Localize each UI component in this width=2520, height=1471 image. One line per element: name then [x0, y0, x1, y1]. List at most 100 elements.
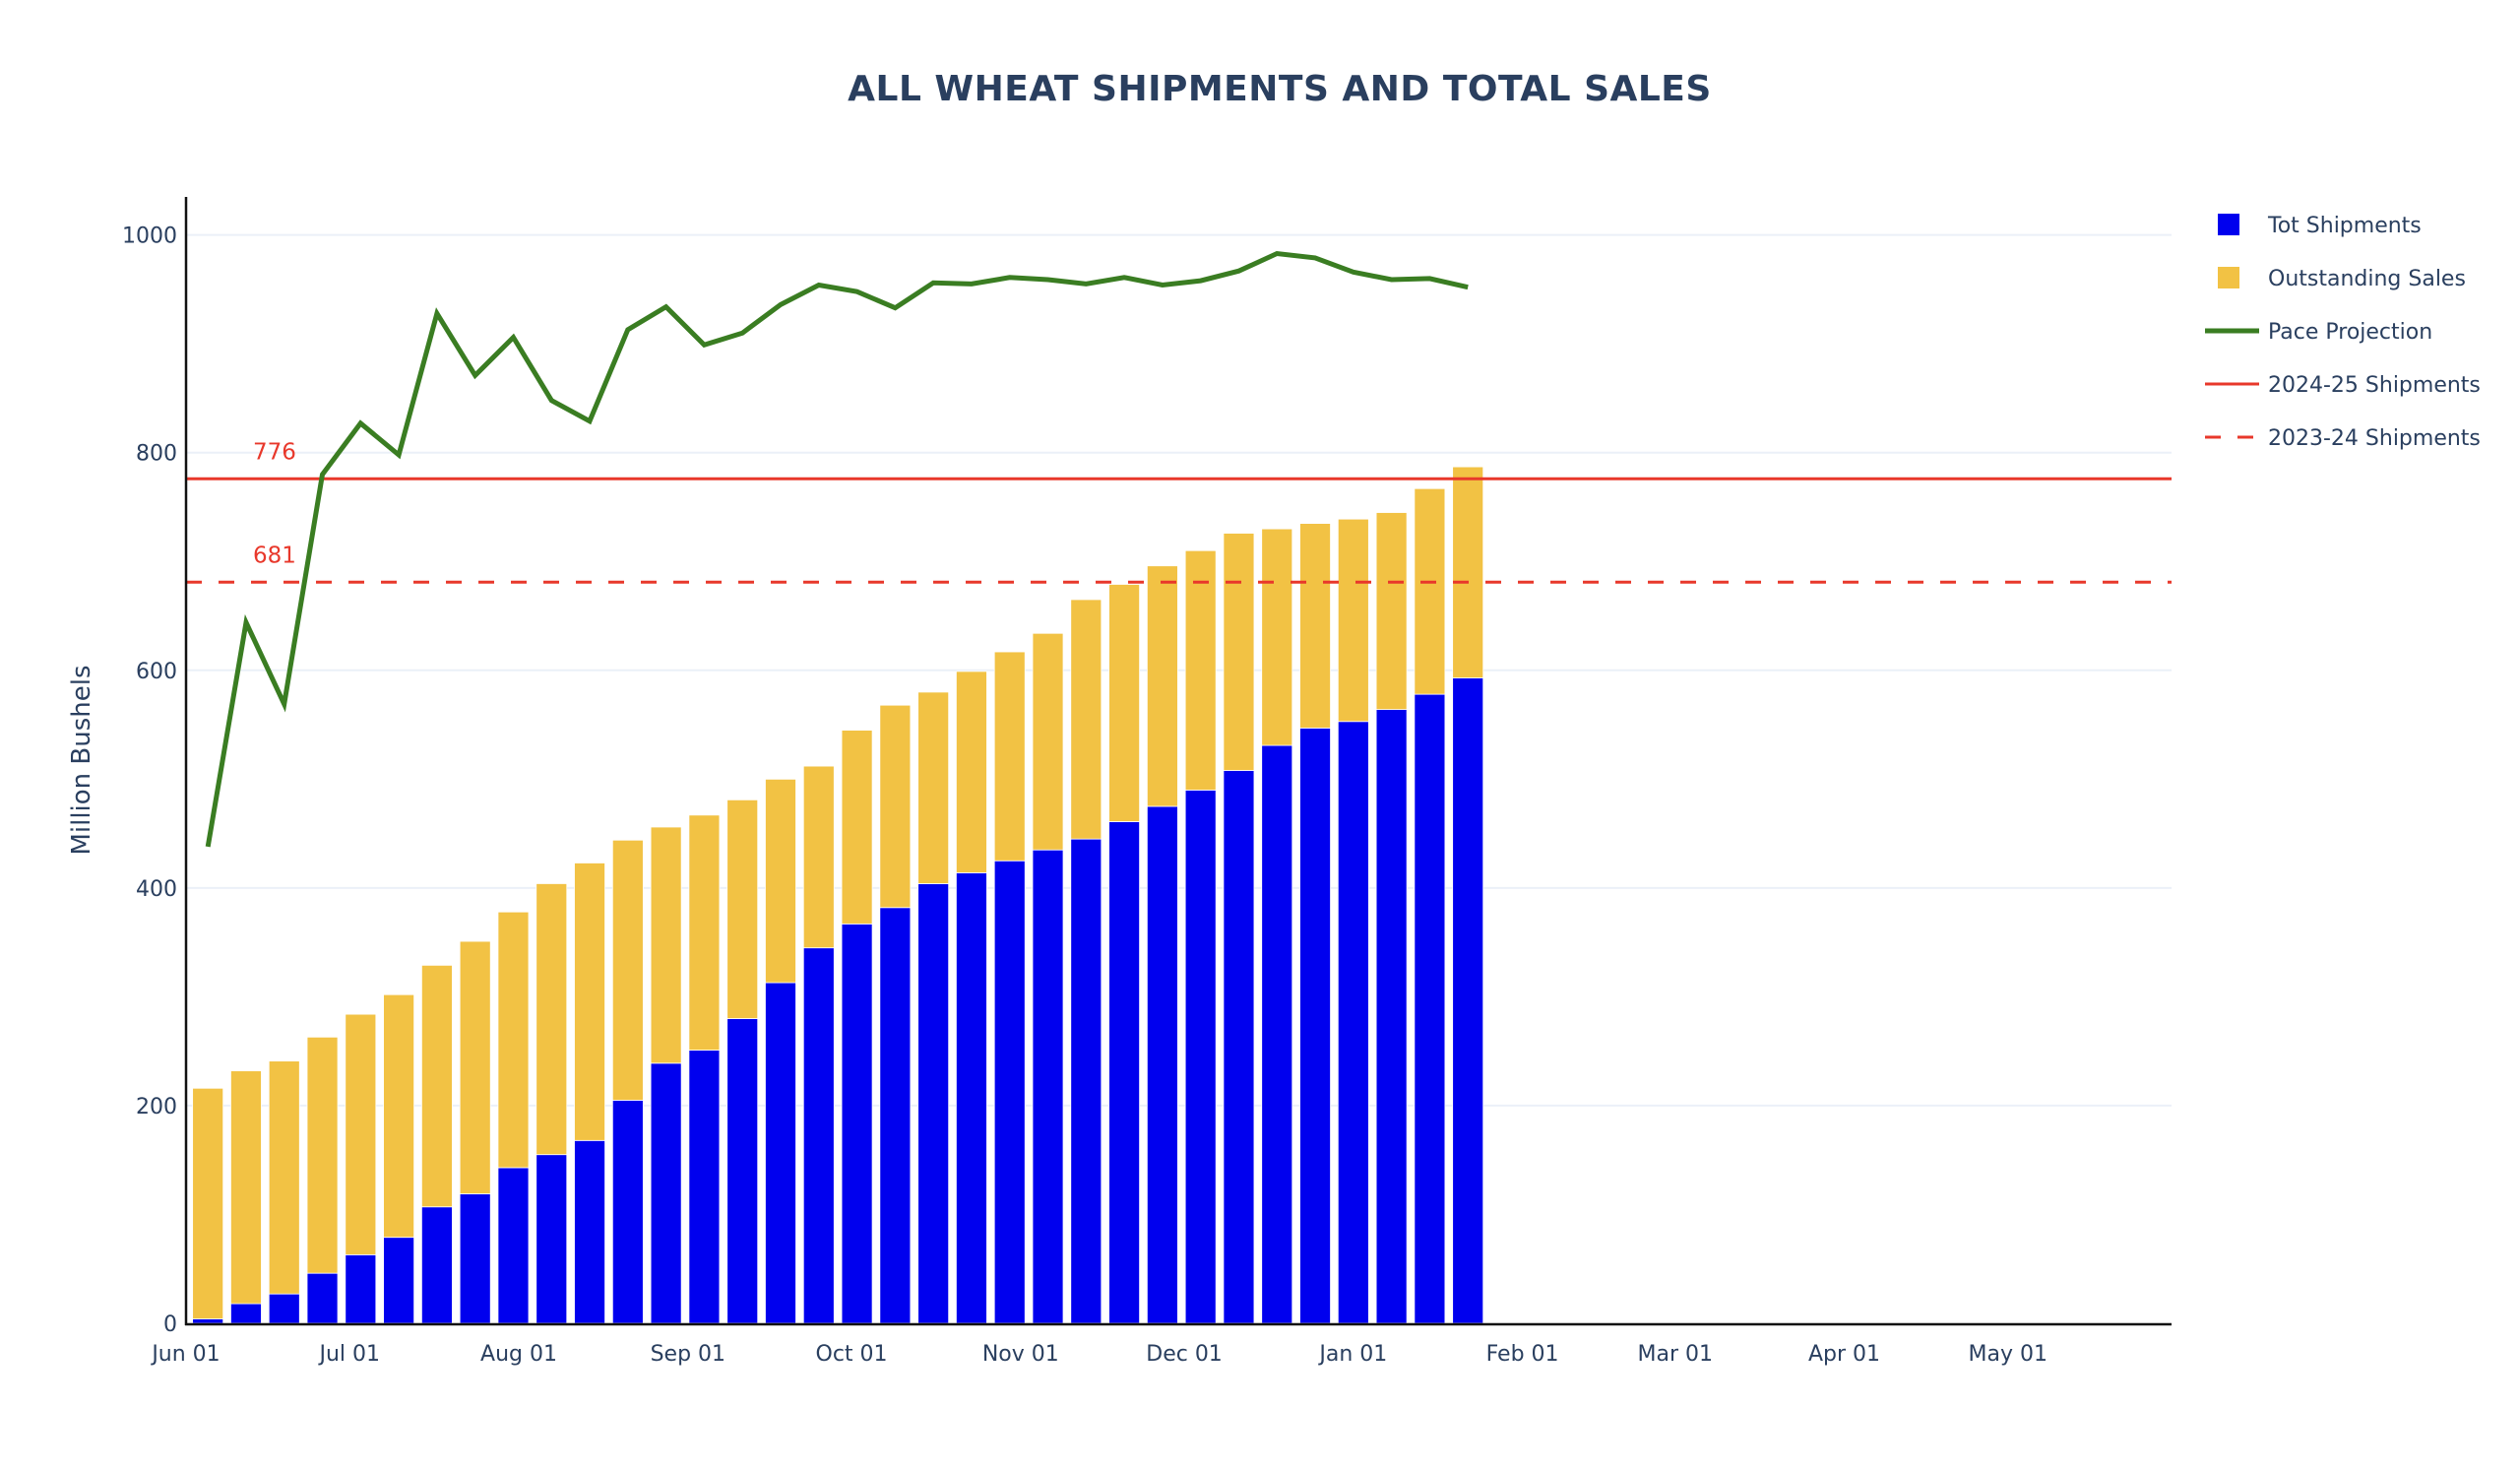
outstanding-sales-bar	[726, 799, 759, 1019]
x-tick-label: Sep 01	[651, 1342, 725, 1367]
legend-label: 2024-25 Shipments	[2268, 373, 2481, 398]
shipments-bar	[230, 1303, 262, 1324]
shipments-bar	[1108, 821, 1141, 1324]
outstanding-sales-bar	[230, 1070, 262, 1305]
shipments-bar	[1032, 849, 1064, 1324]
x-tick-label: Jan 01	[1317, 1342, 1387, 1367]
outstanding-sales-bar	[650, 826, 682, 1064]
outstanding-sales-bar	[268, 1060, 300, 1295]
y-tick-label: 400	[136, 877, 177, 902]
outstanding-sales-bar	[917, 691, 950, 884]
outstanding-sales-bar	[345, 1013, 377, 1255]
legend-item: 2024-25 Shipments	[2205, 373, 2481, 398]
outstanding-sales-bar	[1032, 632, 1064, 851]
legend-item: Tot Shipments	[2218, 214, 2422, 238]
legend-item: Pace Projection	[2205, 320, 2432, 345]
x-tick-label: Feb 01	[1486, 1342, 1559, 1367]
x-tick-label: Jul 01	[317, 1342, 380, 1367]
shipments-bar	[726, 1018, 759, 1324]
legend-label: Tot Shipments	[2267, 214, 2422, 238]
outstanding-sales-bar	[1184, 549, 1217, 791]
shipments-bar	[345, 1253, 377, 1324]
shipments-bar	[841, 923, 873, 1324]
legend-label: Pace Projection	[2268, 320, 2432, 345]
outstanding-sales-bar	[1452, 466, 1484, 678]
shipments-bar	[192, 1318, 224, 1324]
shipments-bar	[765, 982, 796, 1324]
outstanding-sales-bar	[459, 940, 491, 1194]
shipments-bar	[497, 1167, 530, 1324]
outstanding-sales-bar	[306, 1036, 339, 1274]
shipments-bar	[1452, 677, 1484, 1324]
shipments-bar	[420, 1206, 453, 1324]
x-tick-label: Mar 01	[1638, 1342, 1714, 1367]
legend: Tot Shipments Outstanding Sales Pace Proje…	[2205, 214, 2481, 451]
outstanding-sales-bar	[420, 964, 453, 1208]
shipments-bar	[917, 883, 950, 1324]
shipments-bar	[956, 872, 987, 1324]
outstanding-sales-bar	[765, 778, 796, 984]
outstanding-sales-bar	[956, 671, 987, 873]
shipments-bar	[574, 1139, 605, 1324]
x-tick-label: Oct 01	[816, 1342, 888, 1367]
shipments-bar	[1375, 709, 1408, 1324]
x-tick-label: May 01	[1969, 1342, 2048, 1367]
reference-label: 776	[253, 439, 296, 465]
x-tick-label: Jun 01	[150, 1342, 220, 1367]
y-tick-label: 1000	[122, 224, 177, 249]
x-tick-label: Nov 01	[982, 1342, 1059, 1367]
x-tick-labels: Jun 01 Jul 01 Aug 01 Sep 01 Oct 01 Nov 01 Dec …	[150, 1342, 2048, 1367]
shipments-bar	[802, 947, 835, 1324]
outstanding-sales-bar	[497, 911, 530, 1169]
bars	[192, 466, 1484, 1324]
outstanding-sales-bar	[688, 814, 721, 1051]
shipments-bar	[306, 1272, 339, 1324]
reference-lines	[186, 477, 2172, 584]
shipments-bar	[268, 1293, 300, 1324]
x-tick-label: Apr 01	[1808, 1342, 1880, 1367]
outstanding-sales-bar	[1108, 584, 1141, 822]
outstanding-sales-bar	[802, 765, 835, 949]
annotations: 776 681	[253, 439, 296, 568]
y-tick-label: 600	[136, 660, 177, 684]
reference-label: 681	[253, 543, 296, 568]
y-tick-label: 800	[136, 442, 177, 467]
shipments-bar	[1299, 727, 1331, 1324]
outstanding-sales-bar	[1299, 523, 1331, 729]
x-tick-label: Aug 01	[480, 1342, 557, 1367]
outstanding-sales-bar	[536, 883, 568, 1156]
axes	[184, 197, 2172, 1326]
legend-item: Outstanding Sales	[2218, 267, 2466, 291]
y-axis-title: Million Bushels	[67, 665, 96, 855]
y-tick-label: 200	[136, 1095, 177, 1119]
outstanding-sales-bar	[1261, 528, 1293, 746]
outstanding-sales-bar	[1070, 599, 1102, 840]
pace-projection-line	[205, 250, 1469, 848]
outstanding-sales-bar	[1337, 518, 1369, 723]
pace-line-group	[205, 250, 1469, 848]
chart-title: ALL WHEAT SHIPMENTS AND TOTAL SALES	[848, 69, 1712, 109]
shipments-bar	[536, 1154, 568, 1324]
outstanding-sales-bar	[1375, 512, 1408, 711]
shipments-bar	[1223, 770, 1255, 1324]
shipments-bar	[1414, 693, 1446, 1324]
shipments-bar	[688, 1050, 721, 1324]
outstanding-sales-bar	[993, 651, 1026, 862]
legend-label: Outstanding Sales	[2268, 267, 2466, 291]
outstanding-sales-bar	[574, 863, 605, 1141]
outstanding-sales-bar	[192, 1087, 224, 1319]
shipments-bar	[611, 1100, 644, 1324]
legend-swatch-outstanding	[2218, 267, 2239, 288]
y-tick-labels: 0 200 400 600 800 1000	[122, 224, 177, 1337]
shipments-bar	[1261, 744, 1293, 1324]
outstanding-sales-bar	[1146, 565, 1178, 807]
shipments-bar	[383, 1237, 415, 1324]
shipments-bar	[879, 907, 912, 1324]
x-tick-label: Dec 01	[1146, 1342, 1223, 1367]
legend-swatch-shipments	[2218, 214, 2239, 235]
y-tick-label: 0	[163, 1312, 177, 1337]
outstanding-sales-bar	[1223, 533, 1255, 771]
outstanding-sales-bar	[611, 839, 644, 1101]
shipments-bar	[1337, 721, 1369, 1324]
